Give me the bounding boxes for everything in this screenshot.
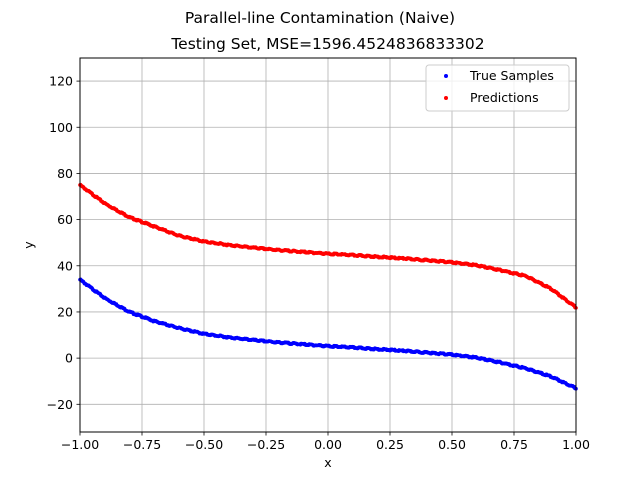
legend-marker-predictions [444,96,448,100]
legend: True Samples Predictions [425,64,570,112]
x-tick-label: 0.00 [314,437,342,452]
data-points [78,182,578,391]
y-tick-label: 100 [49,120,73,135]
legend-label-true-samples: True Samples [469,68,554,83]
x-tick-label: 1.00 [562,437,590,452]
x-tick-label: 0.25 [376,437,404,452]
chart-subtitle: Testing Set, MSE=1596.4524836833302 [170,35,484,53]
y-tick-label: 20 [57,304,73,319]
y-axis-label: y [21,241,36,249]
x-tick-label: −1.00 [61,437,99,452]
x-tick-label: 0.50 [438,437,466,452]
legend-marker-true-samples [444,74,448,78]
legend-box [425,64,570,112]
y-tick-label: 80 [57,166,73,181]
y-tick-label: 0 [65,351,73,366]
y-tick-label: 40 [57,258,73,273]
x-tick-label: −0.50 [185,437,223,452]
axis-ticks: −1.00 −0.75 −0.50 −0.25 0.00 0.25 0.50 0.75 1.00… [47,74,590,452]
x-axis-label: x [324,455,331,470]
x-tick-label: −0.75 [123,437,161,452]
y-tick-label: 60 [57,212,73,227]
chart-title: Parallel-line Contamination (Naive) [185,9,455,27]
x-tick-label: 0.75 [500,437,528,452]
x-tick-label: −0.25 [247,437,285,452]
legend-label-predictions: Predictions [470,90,539,105]
y-tick-label: −20 [47,397,73,412]
y-tick-label: 120 [49,74,73,89]
